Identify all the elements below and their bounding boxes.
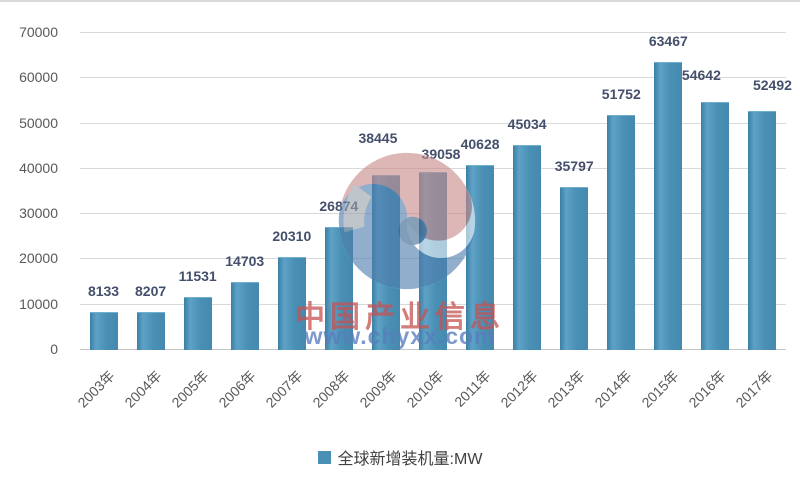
bar-2004年 <box>136 311 165 350</box>
gridline <box>80 32 786 33</box>
x-axis-tick-label: 2010年 <box>403 367 447 411</box>
x-axis-tick-label: 2004年 <box>121 367 165 411</box>
bar-value-label: 54642 <box>681 66 721 83</box>
x-axis-tick-label: 2013年 <box>544 367 588 411</box>
bar-2015年 <box>654 61 683 350</box>
bar-value-label: 63467 <box>648 32 688 49</box>
y-axis-tick-label: 60000 <box>19 69 58 86</box>
x-axis-tick-label: 2009年 <box>356 367 400 411</box>
x-axis-tick-label: 2007年 <box>262 367 306 411</box>
x-axis-tick-label: 2003年 <box>73 367 118 411</box>
bar-value-label: 51752 <box>601 85 641 102</box>
chyxx-logo-watermark <box>338 152 476 290</box>
legend-label: 全球新增装机量:MW <box>337 451 483 468</box>
legend-swatch-icon <box>317 450 331 464</box>
x-axis-tick-label: 2005年 <box>168 367 212 411</box>
logo-gray-wedge <box>343 184 372 233</box>
bar-2003年 <box>89 312 118 350</box>
y-axis-tick-label: 30000 <box>19 205 58 222</box>
watermark-text-primary: 中国产业信息 <box>295 301 505 334</box>
x-axis-tick-label: 2012年 <box>497 367 541 411</box>
watermark-text-secondary: www.chyxx.com <box>304 323 496 349</box>
bar-2012年 <box>513 145 542 350</box>
bar-2011年 <box>466 165 495 350</box>
bar-value-label: 8207 <box>135 282 167 299</box>
bar-value-label: 8133 <box>87 283 120 300</box>
gridline <box>80 77 786 79</box>
bar-2005年 <box>183 296 212 350</box>
legend: 全球新增装机量:MW <box>0 445 800 469</box>
bar-value-label: 45034 <box>507 116 547 133</box>
bar-2017年 <box>748 111 777 350</box>
y-axis-tick-label: 70000 <box>19 24 58 40</box>
y-axis-tick-label: 0 <box>50 341 58 357</box>
bar-value-label: 40628 <box>460 136 500 152</box>
logo-center-dot <box>398 216 427 246</box>
x-axis-tick-label: 2016年 <box>685 367 730 411</box>
bar-2014年 <box>607 114 636 350</box>
x-axis-tick-label: 2006年 <box>215 367 259 411</box>
bar-value-label: 20310 <box>272 228 312 245</box>
gridline <box>80 122 786 124</box>
y-axis-tick-label: 40000 <box>19 159 58 176</box>
bar-value-label: 35797 <box>554 157 594 174</box>
x-axis-tick-label: 2008年 <box>309 367 353 411</box>
bar-2006年 <box>230 282 259 350</box>
bar-value-label: 38445 <box>358 129 398 146</box>
bar-2016年 <box>701 101 730 350</box>
x-axis-tick-label: 2014年 <box>591 367 635 411</box>
bar-value-label: 52492 <box>752 77 792 94</box>
x-axis-tick-label: 2015年 <box>638 367 682 411</box>
y-axis-tick-label: 20000 <box>19 250 58 267</box>
bar-2013年 <box>560 186 589 350</box>
x-axis-tick-label: 2017年 <box>732 367 777 411</box>
bar-value-label: 11531 <box>178 267 217 284</box>
bar-2007年 <box>277 257 306 350</box>
bar-value-label: 14703 <box>225 253 265 270</box>
y-axis-tick-label: 50000 <box>19 114 58 131</box>
logo-red-lobe <box>338 152 472 250</box>
x-axis-tick-label: 2011年 <box>451 367 494 410</box>
y-axis-tick-label: 10000 <box>19 295 58 312</box>
